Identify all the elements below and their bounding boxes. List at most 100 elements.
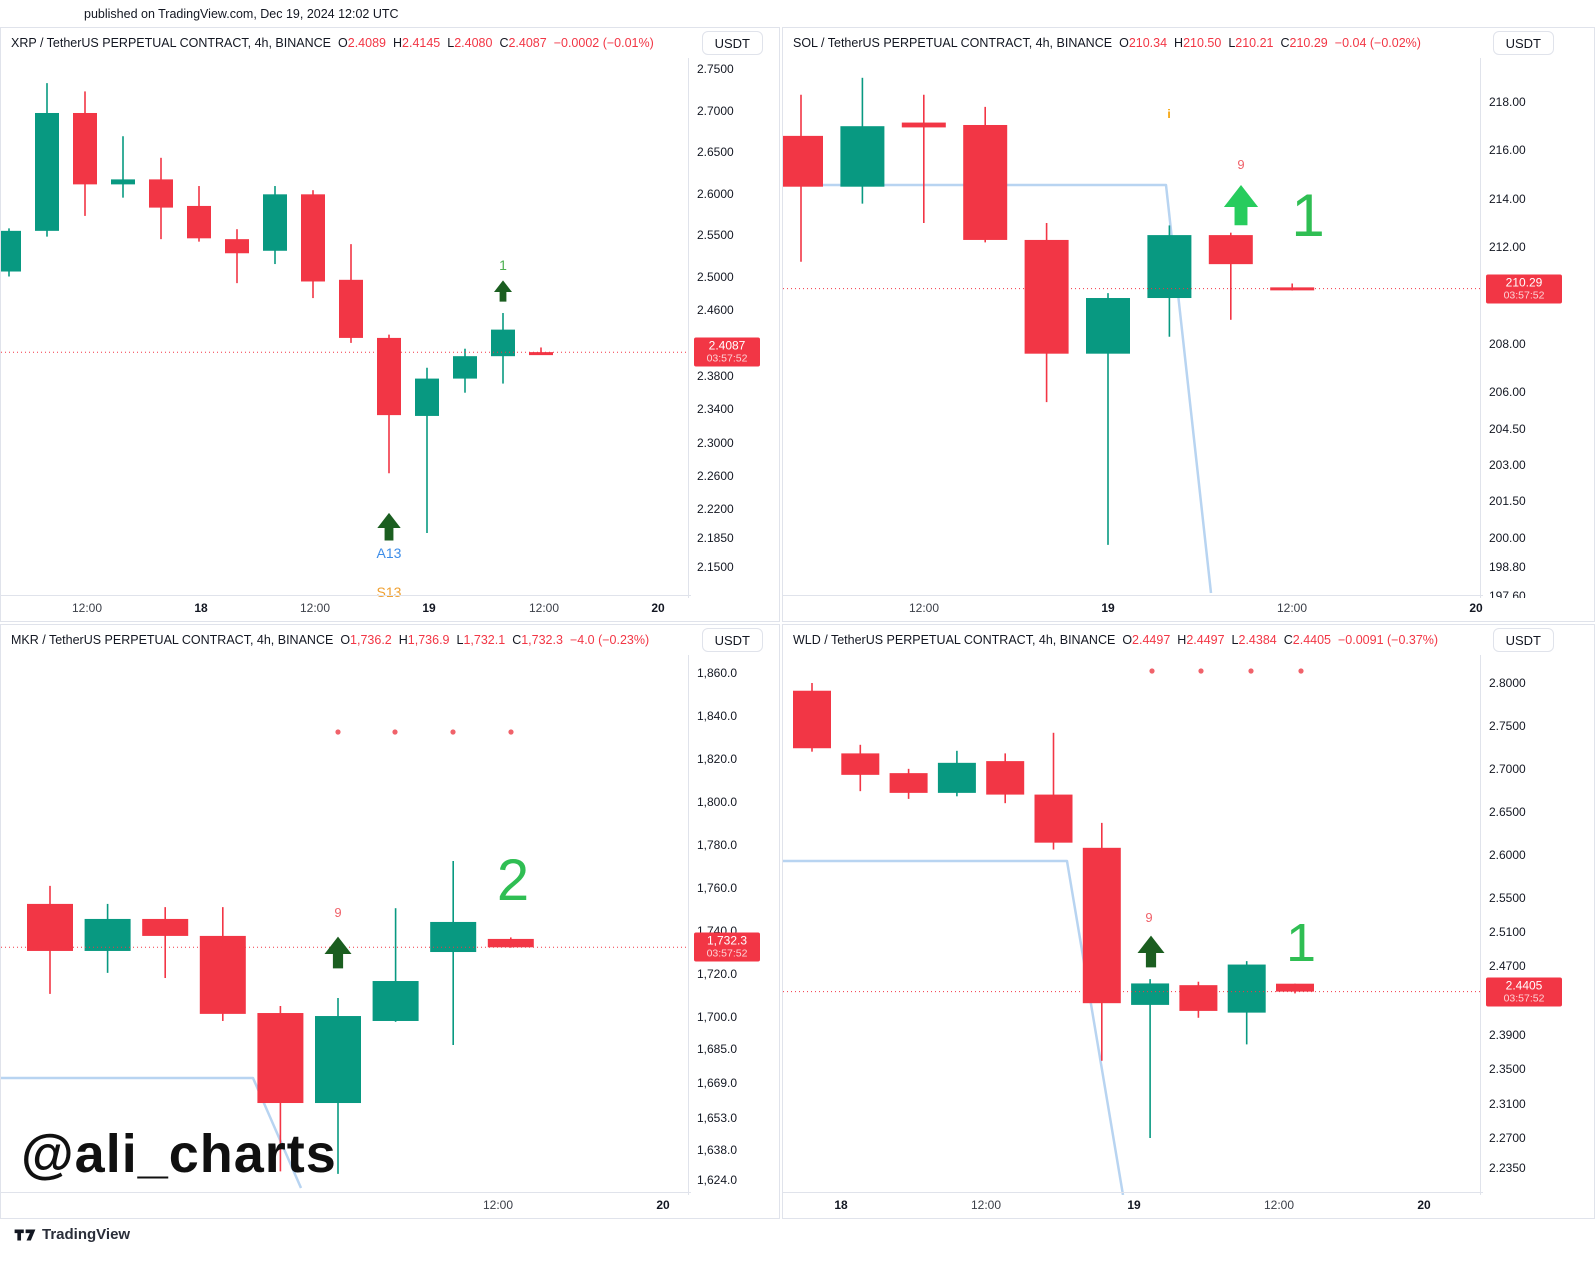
- time-axis[interactable]: 12:00 19 12:00 20: [783, 595, 1483, 621]
- candle-body: [783, 135, 823, 187]
- ohlc-key: C: [1283, 633, 1293, 647]
- price-axis[interactable]: 2.8000 2.7500 2.7000 2.6500 2.6000 2.5500 2.51…: [1480, 655, 1594, 1195]
- currency-button[interactable]: USDT: [701, 31, 763, 55]
- price-axis[interactable]: 1,860.0 1,840.0 1,820.0 1,800.0 1,780.0 1,760…: [688, 655, 779, 1195]
- last-price-badge: 2.4087 03:57:52: [694, 337, 760, 367]
- last-price-badge: 2.4405 03:57:52: [1486, 977, 1562, 1007]
- time-label: 20: [651, 601, 665, 615]
- annotation-label: S13: [377, 584, 402, 598]
- badge-countdown: 03:57:52: [1503, 992, 1545, 1005]
- price-plot[interactable]: i 9 1: [783, 58, 1483, 598]
- signal-dot: [1248, 668, 1254, 674]
- currency-button[interactable]: USDT: [1492, 628, 1554, 652]
- currency-button[interactable]: USDT: [1492, 31, 1554, 55]
- last-price-badge: 210.29 03:57:52: [1486, 274, 1562, 304]
- signal-dot: [335, 729, 341, 735]
- ohlc-key: H: [1174, 36, 1184, 50]
- chart-header: WLD / TetherUS PERPETUAL CONTRACT, 4h, B…: [783, 625, 1487, 655]
- ohlc-key: H: [1177, 633, 1187, 647]
- price-tick: 2.5500: [697, 228, 734, 242]
- ohlc-value: 2.4497: [1132, 633, 1171, 647]
- time-axis[interactable]: 18 12:00 19 12:00 20: [783, 1192, 1483, 1218]
- candle-body: [199, 935, 246, 1014]
- candle-body: [301, 194, 325, 282]
- candle-body: [491, 329, 515, 357]
- badge-price: 2.4405: [1505, 978, 1543, 993]
- time-axis[interactable]: 12:00 18 12:00 19 12:00 20: [1, 595, 691, 621]
- candlestick-canvas[interactable]: i 9 1: [783, 58, 1483, 598]
- price-tick: 204.50: [1489, 421, 1526, 436]
- candle-body: [257, 1013, 304, 1104]
- price-tick: 2.3500: [1489, 1062, 1526, 1077]
- candle-body: [963, 124, 1008, 240]
- price-tick: 1,800.0: [697, 794, 738, 809]
- candle-body: [187, 205, 211, 239]
- candle-body: [111, 179, 135, 185]
- ohlc-key: H: [392, 36, 403, 50]
- candle-body: [377, 337, 401, 416]
- ohlc-value: 2.4087: [508, 36, 547, 50]
- candle-body: [453, 356, 477, 379]
- ohlc-key: C: [499, 36, 509, 50]
- price-tick: 2.5100: [1489, 924, 1526, 939]
- candle-body: [84, 918, 131, 951]
- candle-body: [1, 230, 21, 272]
- price-tick: 212.00: [1489, 240, 1526, 255]
- buy-signal-arrow-icon: [377, 512, 401, 541]
- price-tick: 1,669.0: [697, 1076, 738, 1091]
- trend-line[interactable]: [1, 1076, 303, 1189]
- ohlc-key: L: [1231, 633, 1239, 647]
- price-tick: 2.5000: [697, 269, 734, 284]
- ohlc-value: 2.4497: [1186, 633, 1225, 647]
- candle-body: [1082, 847, 1121, 1004]
- price-axis[interactable]: 2.7500 2.7000 2.6500 2.6000 2.5500 2.5000 2.46…: [688, 58, 779, 598]
- ohlc-value: 210.21: [1235, 36, 1274, 50]
- symbol-title: XRP / TetherUS PERPETUAL CONTRACT, 4h, B…: [11, 36, 332, 50]
- publish-strip: published on TradingView.com, Dec 19, 20…: [0, 0, 1595, 27]
- time-label: 19: [422, 601, 436, 615]
- price-tick: 1,638.0: [697, 1142, 738, 1157]
- annotation-label: 9: [1145, 910, 1152, 925]
- price-tick: 2.6000: [1489, 847, 1526, 862]
- badge-price: 210.29: [1505, 275, 1543, 290]
- last-price-badge: 1,732.3 03:57:52: [694, 932, 760, 962]
- ohlc-value: 2.4145: [402, 36, 441, 50]
- signal-dot: [508, 729, 514, 735]
- price-tick: 2.3800: [697, 369, 734, 384]
- candle-body: [529, 352, 553, 356]
- price-tick: 2.3100: [1489, 1096, 1526, 1111]
- trend-line[interactable]: [783, 183, 1213, 594]
- candlestick-canvas[interactable]: 1 A13 S13: [1, 58, 691, 598]
- price-tick: 2.6000: [697, 186, 734, 201]
- chart-pane-wld: WLD / TetherUS PERPETUAL CONTRACT, 4h, B…: [782, 624, 1595, 1219]
- trend-line[interactable]: [783, 859, 1125, 1195]
- time-label: 20: [1417, 1198, 1431, 1212]
- price-tick: 1,820.0: [697, 751, 738, 766]
- price-tick: 1,860.0: [697, 666, 738, 680]
- price-tick: 2.2350: [1489, 1160, 1526, 1175]
- price-tick: 206.00: [1489, 385, 1526, 400]
- candle-body: [986, 761, 1025, 795]
- currency-button[interactable]: USDT: [701, 628, 763, 652]
- annotation-label: 9: [1237, 157, 1244, 172]
- price-tick: 1,653.0: [697, 1110, 738, 1125]
- price-axis[interactable]: 220.00 218.00 216.00 214.00 212.00 208.00 206.…: [1480, 58, 1594, 598]
- price-tick: 1,780.0: [697, 837, 738, 852]
- price-tick: 2.2700: [1489, 1130, 1526, 1145]
- price-tick: 2.2200: [697, 501, 734, 516]
- price-plot[interactable]: 1 A13 S13: [1, 58, 691, 598]
- badge-price: 2.4087: [708, 338, 746, 353]
- buy-signal-arrow-icon: [1223, 184, 1259, 226]
- time-axis[interactable]: 12:00 20: [1, 1192, 691, 1218]
- badge-price: 1,732.3: [706, 933, 748, 948]
- candle-body: [1024, 239, 1069, 354]
- price-tick: 203.00: [1489, 458, 1526, 472]
- price-tick: 216.00: [1489, 143, 1526, 158]
- price-tick: 201.50: [1489, 494, 1526, 509]
- price-tick: 1,685.0: [697, 1041, 738, 1056]
